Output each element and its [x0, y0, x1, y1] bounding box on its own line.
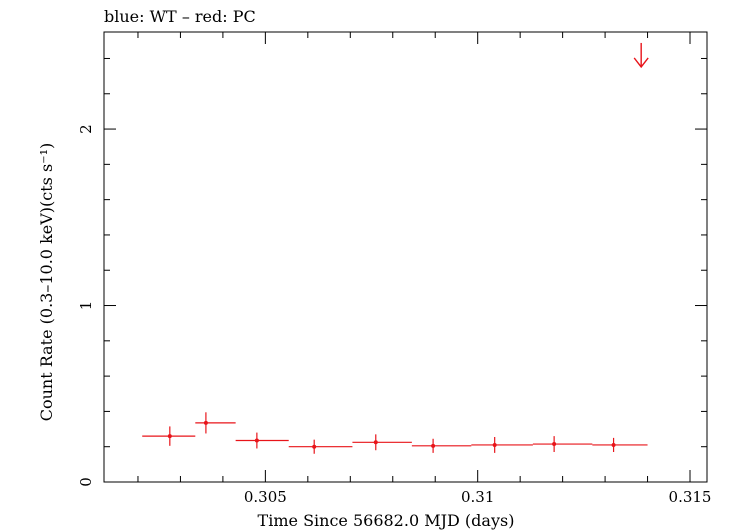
data-point: [142, 426, 196, 446]
data-point: [532, 436, 593, 452]
data-point: [471, 437, 533, 453]
data-marker: [492, 442, 497, 447]
data-point: [288, 439, 353, 454]
data-marker: [373, 440, 378, 445]
data-point: [235, 432, 289, 449]
data-marker: [167, 434, 172, 439]
data-point: [195, 412, 236, 434]
x-tick-label: 0.305: [244, 488, 287, 506]
data-series: [142, 42, 649, 454]
data-point: [352, 434, 412, 451]
data-marker: [552, 442, 557, 447]
x-tick-label: 0.315: [669, 488, 712, 506]
data-marker: [254, 438, 259, 443]
x-tick-label: 0.31: [461, 488, 494, 506]
data-point: [592, 437, 648, 452]
axis-ticks: 0.305 0.31 0.315 0 1 2: [77, 32, 711, 506]
y-tick-label: 2: [77, 124, 95, 134]
y-axis-label: Count Rate (0.3–10.0 keV)(cts s⁻¹): [37, 143, 56, 422]
data-marker: [431, 443, 436, 448]
y-tick-label: 0: [77, 477, 95, 487]
data-point: [411, 438, 472, 453]
plot-frame: [103, 31, 708, 483]
data-marker: [312, 444, 317, 449]
data-marker: [203, 420, 208, 425]
chart-title: blue: WT – red: PC: [104, 7, 256, 26]
upper-limit-arrow: [633, 42, 649, 69]
data-marker: [611, 442, 616, 447]
arrow-head: [633, 57, 649, 69]
x-axis-label: Time Since 56682.0 MJD (days): [258, 511, 515, 530]
y-tick-label: 1: [77, 301, 95, 311]
